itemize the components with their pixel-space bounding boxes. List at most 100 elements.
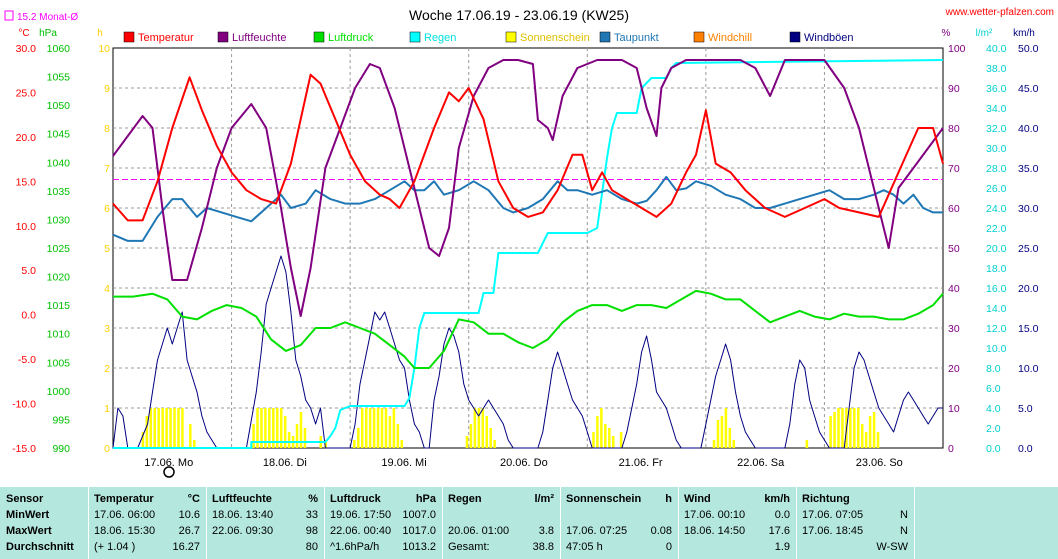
sunshine-bar	[189, 424, 192, 448]
y-tick-label-humidity: 50	[948, 243, 960, 255]
series-line-luftfeuchte	[112, 59, 944, 317]
legend-label: Regen	[424, 32, 456, 44]
stats-col-dir: Richtung 17.06. 07:05 N 17.06. 18:45 N W-SW	[796, 487, 915, 559]
stats-col-wind: Wind km/h 17.06. 00:10 0.0 18.06. 14:50 17.6 1…	[678, 487, 797, 559]
y-tick-label-rain: 20.0	[986, 243, 1007, 255]
y-tick-label-temp: -10.0	[12, 399, 36, 411]
y-tick-label-humidity: 40	[948, 283, 960, 295]
series-line-luftdruck	[113, 289, 944, 369]
cursor-circle-icon	[163, 466, 175, 478]
weather-chart: 17.06. Mo 18.06. Di 19.06. Mi 20.06. Do 21.0…	[4, 7, 1054, 478]
legend-item-taupunkt: Taupunkt	[599, 31, 659, 44]
sunshine-bar	[161, 408, 164, 448]
sunshine-bar	[256, 408, 259, 448]
y-tick-label-pressure: 1000	[47, 386, 71, 398]
stats-cell-label: 17.06. 06:00	[94, 509, 156, 521]
y-tick-label-humidity: 0	[948, 443, 954, 455]
y-axis-unit-rain: l/m²	[976, 28, 993, 39]
sunshine-bar	[872, 412, 876, 448]
x-tick-label: 17.06. Mo	[144, 457, 193, 469]
sunshine-bar	[477, 408, 481, 448]
series-line-temperatur	[112, 73, 944, 222]
sunshine-bar	[276, 408, 279, 448]
legend-label: Sonnenschein	[520, 32, 590, 44]
stats-cell-label: 18.06. 13:40	[212, 509, 274, 521]
y-tick-label-sun: 8	[104, 123, 110, 135]
stats-cell-value: 26.7	[178, 525, 200, 537]
sunshine-bar	[868, 416, 872, 448]
sunshine-bar	[283, 416, 287, 448]
stats-cell-value: 33	[305, 509, 318, 521]
y-tick-label-pressure: 990	[52, 443, 70, 455]
y-tick-label-sun: 4	[104, 283, 110, 295]
sunshine-bar	[272, 408, 275, 448]
sunshine-bar	[392, 408, 396, 448]
y-tick-label-pressure: 1010	[47, 329, 71, 341]
legend-item-windchill: Windchill	[693, 31, 752, 44]
sunshine-bar	[252, 424, 255, 448]
y-tick-label-sun: 10	[98, 43, 110, 55]
sunshine-bar	[837, 408, 840, 448]
legend-item-temperatur: Temperatur	[123, 31, 194, 44]
sunshine-bar	[165, 408, 168, 448]
y-tick-label-rain: 36.0	[986, 83, 1007, 95]
stats-cell-label: 19.06. 17:50	[330, 509, 392, 521]
y-tick-label-wind: 25.0	[1018, 243, 1039, 255]
stats-cell-value: 98	[305, 525, 318, 537]
stats-cell-value: W-SW	[876, 541, 908, 553]
stats-cell-label: 18.06. 15:30	[94, 525, 156, 537]
y-tick-label-humidity: 60	[948, 203, 960, 215]
legend-label: Temperatur	[138, 32, 194, 44]
stats-cell-label: 17.06. 18:45	[802, 525, 864, 537]
sunshine-bar	[357, 428, 360, 448]
sunshine-bar	[604, 424, 607, 448]
sunshine-bar	[860, 424, 864, 448]
stats-cell-label: 18.06. 14:50	[684, 525, 746, 537]
sunshine-bar	[181, 408, 184, 448]
sunshine-bar	[295, 424, 299, 448]
sunshine-bar	[400, 440, 404, 448]
legend-item-windboeen: Windböen	[789, 31, 854, 44]
y-tick-label-rain: 4.0	[986, 403, 1001, 415]
sunshine-bar	[489, 428, 492, 448]
stats-cell-label: 22.06. 00:40	[330, 525, 392, 537]
y-tick-label-rain: 0.0	[986, 443, 1001, 455]
sunshine-bar	[728, 428, 732, 448]
y-tick-label-sun: 7	[104, 163, 110, 175]
stats-table: Sensor MinWert MaxWert Durchschnitt Temperat…	[0, 487, 1058, 559]
legend-swatch	[599, 31, 611, 43]
legend-swatch	[693, 31, 705, 43]
sunshine-bar	[833, 412, 836, 448]
x-tick-label: 21.06. Fr	[619, 457, 663, 469]
x-tick-label: 19.06. Mi	[381, 457, 426, 469]
stats-header: Wind	[684, 493, 711, 505]
legend-item-luftfeuchte: Luftfeuchte	[217, 31, 286, 44]
y-tick-label-pressure: 1035	[47, 186, 71, 198]
y-tick-label-pressure: 1055	[47, 72, 71, 84]
y-axis-unit-sun: h	[97, 28, 103, 39]
sunshine-bar	[473, 408, 477, 448]
stats-unit: %	[308, 493, 318, 505]
sunshine-bar	[876, 432, 880, 448]
y-tick-label-humidity: 100	[948, 43, 966, 55]
legend-swatch	[313, 31, 325, 43]
sunshine-bar	[193, 440, 196, 448]
sunshine-bar	[145, 416, 149, 448]
y-tick-label-rain: 38.0	[986, 63, 1007, 75]
y-tick-label-temp: 0.0	[21, 310, 36, 322]
chart-axes: 17.06. Mo 18.06. Di 19.06. Mi 20.06. Do 21.0…	[12, 28, 1039, 469]
stats-header: Luftfeuchte	[212, 493, 272, 505]
stats-cell-label: Durchschnitt	[6, 541, 74, 553]
stats-cell-label: 17.06. 07:25	[566, 525, 628, 537]
y-tick-label-sun: 6	[104, 203, 110, 215]
stats-unit: hPa	[415, 493, 436, 505]
sunshine-bar	[141, 432, 145, 448]
y-tick-label-humidity: 90	[948, 83, 960, 95]
stats-cell-value: N	[900, 509, 908, 521]
stats-cell-value: 1017.0	[402, 525, 436, 537]
y-tick-label-pressure: 995	[52, 414, 70, 426]
y-tick-label-rain: 34.0	[986, 103, 1007, 115]
y-tick-label-wind: 10.0	[1018, 363, 1039, 375]
stats-unit: l/m²	[534, 493, 554, 505]
y-tick-label-rain: 26.0	[986, 183, 1007, 195]
